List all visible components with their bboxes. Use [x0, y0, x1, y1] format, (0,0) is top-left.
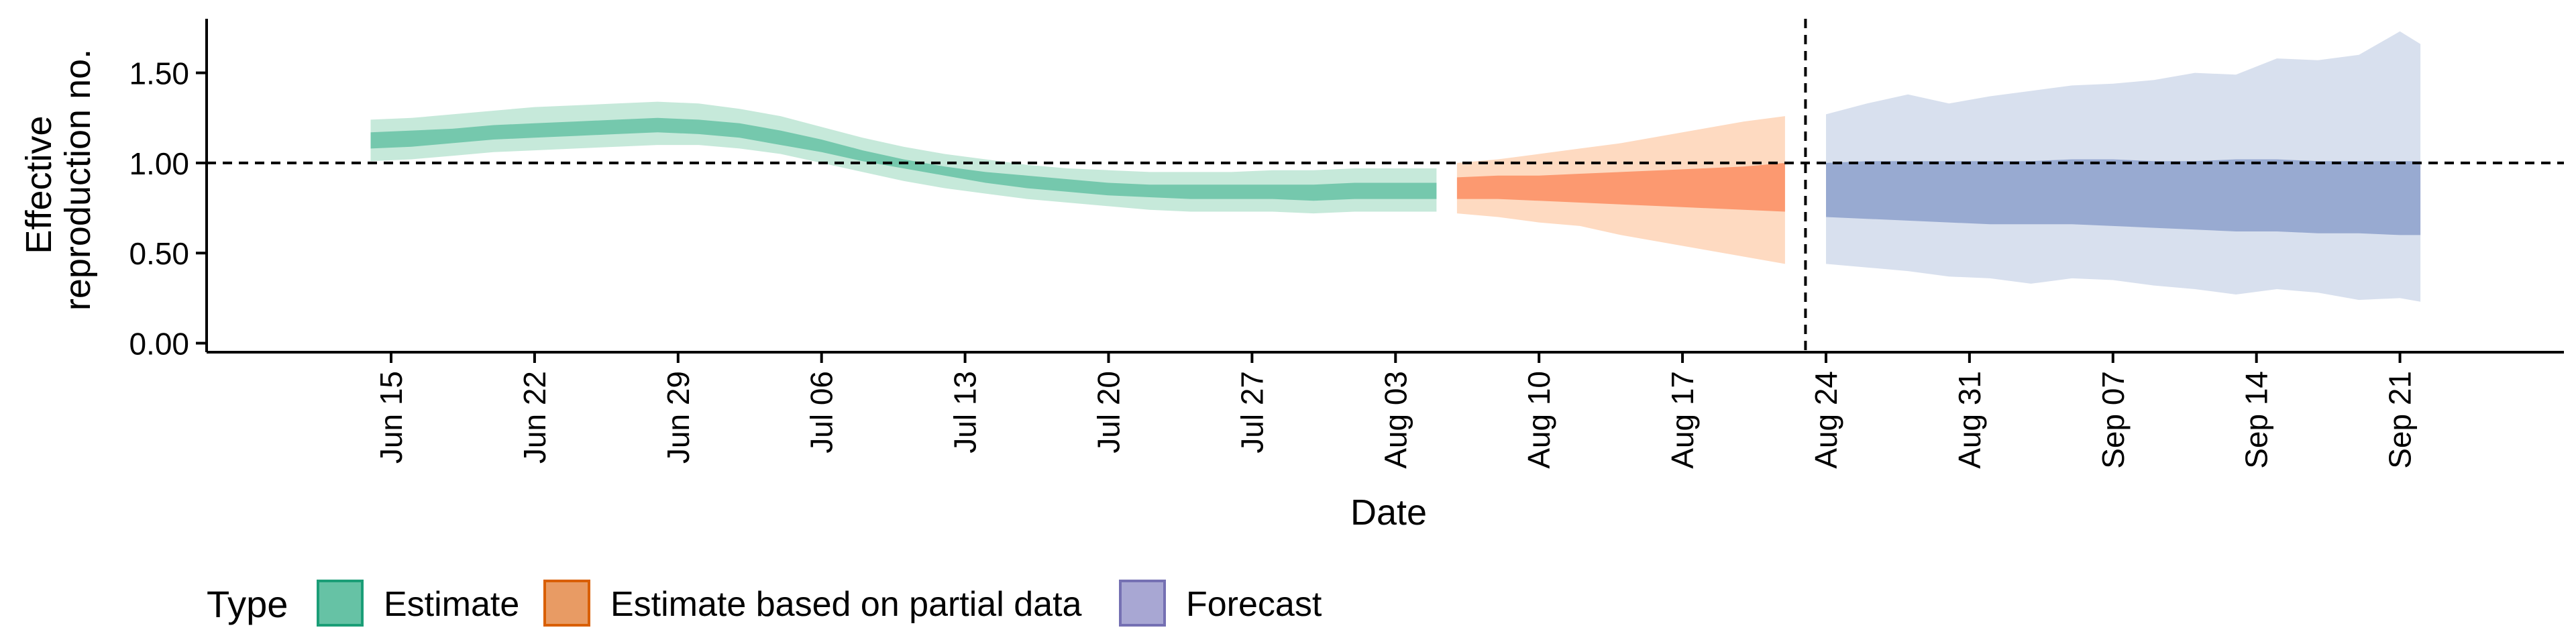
- y-tick-label: 0.50: [129, 236, 189, 271]
- x-tick-label: Jun 29: [661, 371, 696, 464]
- band-inner-partial: [1456, 162, 1785, 212]
- band-inner-forecast: [1826, 159, 2421, 235]
- y-axis-title-line-1: Effective: [19, 115, 59, 254]
- x-tick-label: Sep 07: [2096, 371, 2131, 469]
- legend: Type Estimate Estimate based on partial …: [207, 580, 1322, 627]
- axes: [205, 19, 2564, 354]
- x-tick-label: Sep 14: [2239, 371, 2274, 469]
- y-tick-label: 1.00: [129, 146, 189, 181]
- legend-key-partial: [543, 580, 590, 627]
- x-tick-label: Jul 13: [948, 371, 983, 453]
- y-axis-title: Effective reproduction no.: [19, 49, 98, 311]
- x-tick-label: Jul 20: [1091, 371, 1126, 453]
- legend-label-partial: Estimate based on partial data: [610, 585, 1082, 624]
- x-tick-label: Jul 06: [804, 371, 839, 453]
- legend-label-estimate: Estimate: [384, 585, 519, 624]
- y-axis-title-line-2: reproduction no.: [58, 49, 98, 311]
- y-tick-label: 1.50: [129, 56, 189, 91]
- legend-title: Type: [207, 583, 288, 625]
- x-axis-ticks: Jun 15 Jun 22 Jun 29 Jul 06 Jul 13 Jul 20 Jul …: [374, 352, 2418, 469]
- legend-item-forecast: Forecast: [1119, 580, 1322, 627]
- legend-key-estimate: [317, 580, 364, 627]
- legend-item-estimate: Estimate: [317, 580, 519, 627]
- x-tick-label: Aug 03: [1378, 371, 1413, 469]
- legend-item-partial: Estimate based on partial data: [543, 580, 1082, 627]
- band-inner-estimate: [370, 117, 1437, 201]
- legend-label-forecast: Forecast: [1186, 585, 1322, 624]
- x-tick-label: Aug 31: [1952, 371, 1987, 469]
- y-tick-label: 0.00: [129, 327, 189, 362]
- plot-bands: [370, 31, 2421, 302]
- y-axis-ticks: 0.00 0.50 1.00 1.50: [129, 56, 207, 362]
- legend-key-forecast: [1119, 580, 1166, 627]
- reference-lines: [207, 19, 2564, 352]
- x-axis-title: Date: [1350, 492, 1427, 533]
- x-tick-label: Jun 22: [517, 371, 552, 464]
- x-tick-label: Sep 21: [2383, 371, 2418, 469]
- x-tick-label: Aug 17: [1665, 371, 1700, 469]
- x-tick-label: Aug 10: [1521, 371, 1556, 469]
- x-tick-label: Jul 27: [1234, 371, 1269, 453]
- x-tick-label: Aug 24: [1809, 371, 1843, 469]
- x-tick-label: Jun 15: [374, 371, 409, 464]
